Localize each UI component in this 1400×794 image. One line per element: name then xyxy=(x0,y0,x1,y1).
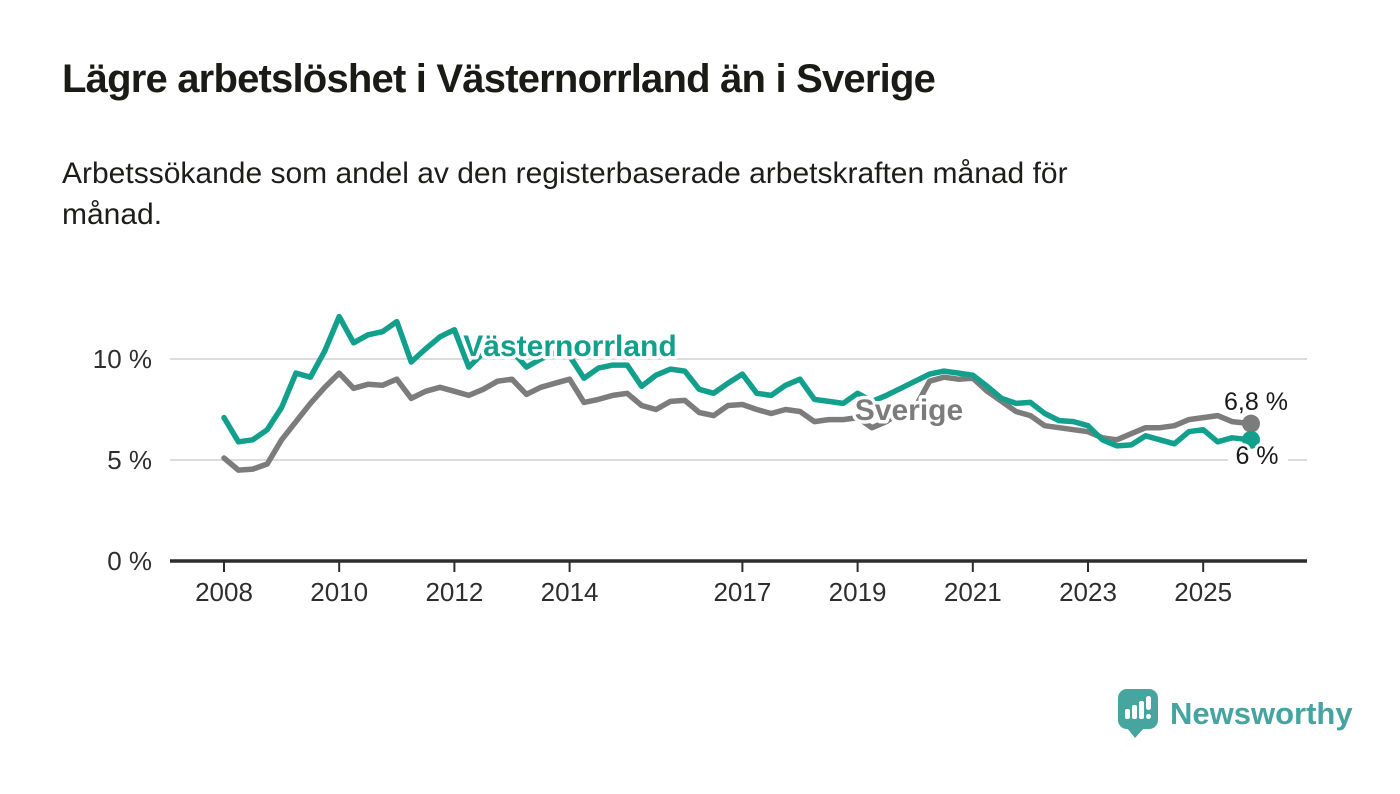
y-tick-label-0: 0 % xyxy=(107,546,152,576)
x-tick-label-2019: 2019 xyxy=(829,577,887,607)
chart-subtitle: Arbetssökande som andel av den registerb… xyxy=(62,153,1068,235)
series-line-sverige xyxy=(221,370,1254,473)
y-tick-label-10: 10 % xyxy=(93,344,152,374)
x-tick-label-2017: 2017 xyxy=(713,577,771,607)
subtitle-line-2: månad. xyxy=(62,198,163,231)
newsworthy-wordmark: Newsworthy xyxy=(1170,695,1353,731)
newsworthy-logo: Newsworthy xyxy=(1117,688,1353,738)
end-dot-västernorrland xyxy=(1242,430,1261,449)
page-title: Lägre arbetslöshet i Västernorrland än i… xyxy=(62,57,936,101)
newsworthy-icon xyxy=(1118,689,1158,738)
subtitle-line-1: Arbetssökande som andel av den registerb… xyxy=(62,157,1068,190)
end-label-mask xyxy=(1228,446,1288,470)
series-line-västernorrland xyxy=(221,313,1254,449)
x-tick-label-2021: 2021 xyxy=(944,577,1002,607)
end-value-label-sverige: 6,8 % xyxy=(1224,388,1288,416)
unemployment-line-chart: 2008 2010 2012 2014 2017 2019 2021 2023 2025 0 % 5… xyxy=(93,313,1307,607)
y-tick-label-5: 5 % xyxy=(107,445,152,475)
x-tick-label-2010: 2010 xyxy=(310,577,368,607)
series-label-västernorrland: Västernorrland xyxy=(463,330,676,363)
x-tick-label-2014: 2014 xyxy=(541,577,599,607)
x-tick-label-2023: 2023 xyxy=(1059,577,1117,607)
series-label-sverige: Sverige xyxy=(855,394,963,427)
x-tick-label-2025: 2025 xyxy=(1174,577,1232,607)
end-dot-sverige xyxy=(1242,414,1261,433)
x-tick-label-2008: 2008 xyxy=(195,577,253,607)
end-value-label-västernorrland: 6 % xyxy=(1235,442,1278,470)
x-tick-label-2012: 2012 xyxy=(425,577,483,607)
